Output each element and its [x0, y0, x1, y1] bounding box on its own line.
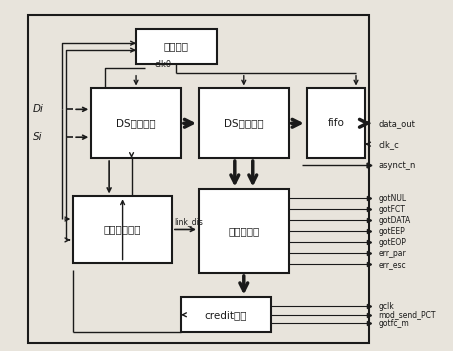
Text: Si: Si — [33, 132, 42, 142]
Text: gotDATA: gotDATA — [378, 216, 411, 225]
Text: gclk: gclk — [378, 302, 394, 311]
Text: data_out: data_out — [378, 119, 415, 128]
Bar — [136, 29, 217, 64]
Text: gotfc_m: gotfc_m — [378, 319, 409, 328]
Text: 链路断开检测: 链路断开检测 — [104, 225, 141, 234]
Text: 标志位同步: 标志位同步 — [228, 226, 260, 236]
Text: fifo: fifo — [328, 118, 344, 128]
Bar — [307, 88, 365, 158]
Text: gotEEP: gotEEP — [378, 227, 405, 236]
Text: 时钟恢复: 时钟恢复 — [164, 42, 189, 52]
Text: asynct_n: asynct_n — [378, 160, 416, 170]
Text: err_esc: err_esc — [378, 260, 406, 269]
Text: gotFCT: gotFCT — [378, 205, 405, 214]
Text: err_par: err_par — [378, 249, 406, 258]
Text: link_dis: link_dis — [174, 217, 203, 226]
Bar — [181, 297, 271, 332]
Text: DS数据处理: DS数据处理 — [224, 118, 264, 128]
Bar — [199, 190, 289, 273]
Text: gotEOP: gotEOP — [378, 238, 406, 247]
Text: Di: Di — [33, 104, 43, 114]
Text: credit控制: credit控制 — [205, 310, 247, 320]
Text: clk_c: clk_c — [378, 140, 399, 149]
Bar — [29, 15, 370, 343]
Bar — [73, 197, 172, 263]
Text: gotNUL: gotNUL — [378, 194, 407, 203]
Text: mod_send_PCT: mod_send_PCT — [378, 310, 436, 319]
Text: clk0: clk0 — [154, 60, 171, 69]
Bar — [91, 88, 181, 158]
Text: DS信号检测: DS信号检测 — [116, 118, 156, 128]
Bar — [199, 88, 289, 158]
